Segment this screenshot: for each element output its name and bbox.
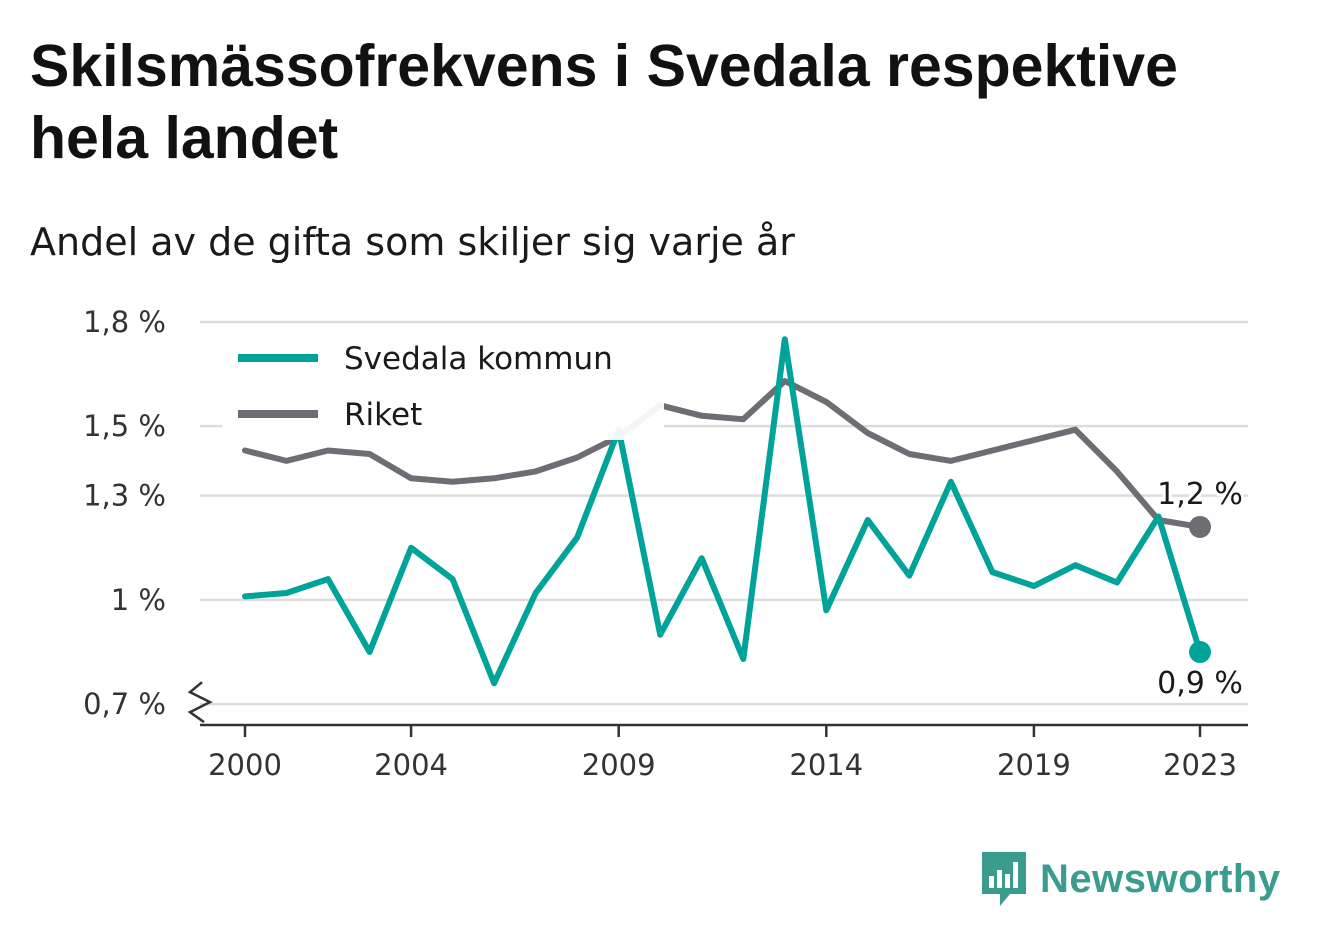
axis-break-icon xyxy=(187,681,213,724)
series-end-point xyxy=(1189,515,1211,538)
x-tick-label: 2023 xyxy=(1163,748,1237,782)
legend-label: Svedala kommun xyxy=(344,341,613,377)
line-chart: 0,7 % 1 % 1,3 % 1,5 % 1,8 % 2000 2004 2009 2014… xyxy=(83,305,1248,782)
x-tick-label: 2009 xyxy=(582,748,656,782)
x-tick-label: 2019 xyxy=(997,748,1071,782)
y-tick-label: 1,5 % xyxy=(83,409,166,443)
legend-background xyxy=(222,328,664,440)
legend-label: Riket xyxy=(344,397,422,433)
end-value-label: 0,9 % xyxy=(1157,666,1243,701)
newsworthy-logo-icon xyxy=(982,852,1026,906)
series-line xyxy=(242,378,1203,530)
y-tick-label: 1 % xyxy=(111,583,166,617)
y-tick-label: 0,7 % xyxy=(83,687,166,721)
y-tick-label: 1,8 % xyxy=(83,305,166,339)
x-tick-label: 2004 xyxy=(374,748,448,782)
newsworthy-brand: Newsworthy xyxy=(980,850,1281,908)
series-end-point xyxy=(1189,641,1211,664)
series-line xyxy=(242,336,1203,687)
end-value-label: 1,2 % xyxy=(1157,477,1243,512)
brand-name: Newsworthy xyxy=(1040,856,1281,901)
chart-subtitle: Andel av de gifta som skiljer sig varje … xyxy=(30,220,795,264)
x-tick-label: 2000 xyxy=(208,748,282,782)
x-tick-label: 2014 xyxy=(789,748,863,782)
y-tick-label: 1,3 % xyxy=(83,479,166,513)
chart-title: Skilsmässofrekvens i Svedala respektive … xyxy=(30,33,1178,171)
